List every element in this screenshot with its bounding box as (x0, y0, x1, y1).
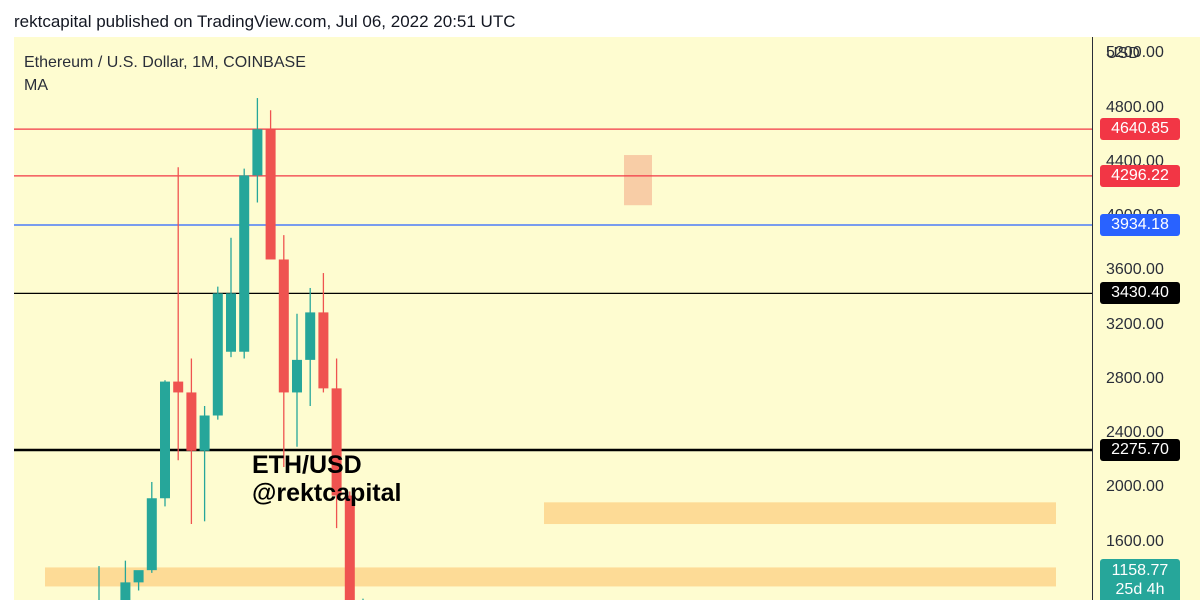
price-tick-label: 2000.00 (1106, 478, 1164, 496)
level-price-tag: 4640.85 (1100, 118, 1180, 141)
level-price-tag: 3934.18 (1100, 214, 1180, 236)
candle-body (226, 293, 236, 352)
candle-body (133, 570, 144, 583)
price-tick-label: 5200.00 (1106, 44, 1164, 62)
candle-body (331, 388, 342, 496)
candle-body (173, 381, 184, 393)
support-zone (45, 567, 1056, 587)
candle-body (252, 129, 263, 176)
price-tick-label: 1600.00 (1106, 532, 1164, 550)
candle-body (212, 293, 223, 416)
highlight-box (624, 155, 652, 206)
support-zone (544, 502, 1056, 525)
candle-body (318, 312, 329, 389)
candle-body (146, 498, 157, 571)
price-tick-label: 4800.00 (1106, 98, 1164, 116)
candle-body (120, 582, 131, 600)
current-price-tag: 1158.77 25d 4h (1100, 559, 1180, 600)
price-tick-label: 3600.00 (1106, 261, 1164, 279)
axis-divider (1092, 37, 1093, 600)
candle-body (186, 392, 197, 451)
chart-panel[interactable]: Ethereum / U.S. Dollar, 1M, COINBASE MA … (14, 37, 1200, 600)
watermark-author: @rektcapital (252, 479, 402, 507)
candle-body (160, 381, 170, 499)
axis-currency-label: USD (1106, 45, 1140, 62)
price-chart[interactable] (14, 37, 1092, 600)
candle-body (278, 259, 289, 393)
plot-area[interactable]: Ethereum / U.S. Dollar, 1M, COINBASE MA … (14, 37, 1092, 600)
price-tick-label: 3200.00 (1106, 315, 1164, 333)
candle-body (292, 359, 302, 393)
level-price-tag: 3430.40 (1100, 282, 1180, 305)
candle-body (305, 312, 316, 360)
current-price-value: 1158.77 (1111, 562, 1169, 579)
watermark-pair: ETH/USD (252, 451, 362, 479)
watermark: ETH/USD @rektcapital (252, 451, 401, 507)
symbol-label[interactable]: Ethereum / U.S. Dollar, 1M, COINBASE (24, 54, 306, 71)
candle-body (344, 495, 355, 600)
level-price-tag: 4296.22 (1100, 164, 1180, 187)
price-tick-label: 2400.00 (1106, 424, 1164, 442)
chart-legend: Ethereum / U.S. Dollar, 1M, COINBASE MA (24, 51, 306, 97)
level-price-tag: 2275.70 (1100, 438, 1180, 461)
publisher-caption: rektcapital published on TradingView.com… (14, 12, 516, 31)
indicator-label[interactable]: MA (24, 77, 48, 94)
candle-body (265, 129, 276, 260)
candle-body (239, 175, 250, 352)
candle-body (199, 415, 210, 451)
price-tick-label: 2800.00 (1106, 369, 1164, 387)
candle-countdown: 25d 4h (1115, 581, 1165, 598)
price-axis[interactable]: USD 5200.004800.004400.004000.003600.003… (1093, 37, 1200, 600)
